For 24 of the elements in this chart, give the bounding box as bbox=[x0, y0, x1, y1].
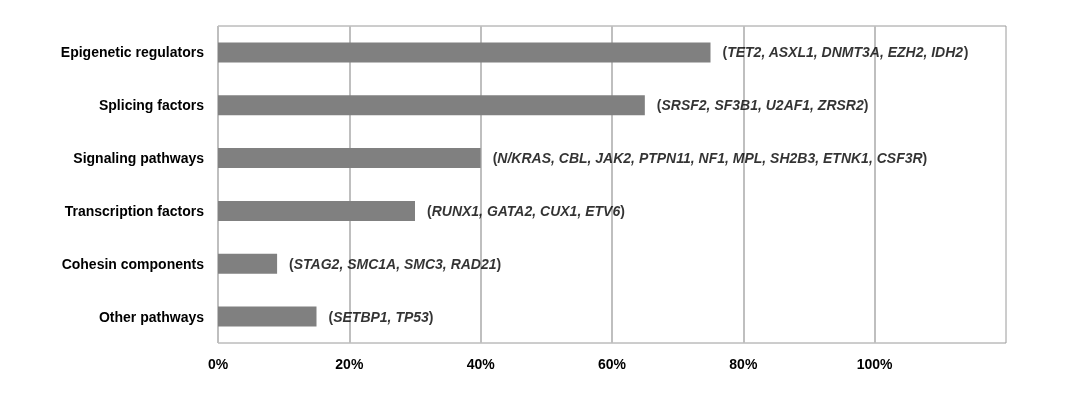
x-tick-label: 60% bbox=[597, 356, 627, 372]
annotation: (SETBP1, TP53) bbox=[328, 308, 434, 325]
bar bbox=[218, 306, 317, 327]
x-tick-label: 80% bbox=[729, 356, 758, 372]
x-tick-label: 100% bbox=[856, 356, 894, 372]
y-tick-label: Other pathways bbox=[98, 308, 205, 325]
bar bbox=[218, 42, 711, 63]
x-tick-label: 20% bbox=[335, 356, 364, 372]
y-tick-label: Signaling pathways bbox=[73, 150, 205, 167]
annotation: (N/KRAS, CBL, JAK2, PTPN11, NF1, MPL, SH2B3, ETNK1, CSF3R) bbox=[492, 150, 928, 167]
bar bbox=[218, 200, 415, 221]
y-tick-label: Transcription factors bbox=[64, 202, 205, 219]
bar bbox=[218, 148, 481, 169]
bar bbox=[218, 253, 278, 274]
y-tick-label: Epigenetic regulators bbox=[60, 44, 205, 61]
annotation: (SRSF2, SF3B1, U2AF1, ZRSR2) bbox=[656, 97, 869, 114]
annotation: (RUNX1, GATA2, CUX1, ETV6) bbox=[427, 202, 625, 219]
x-tick-label: 0% bbox=[207, 356, 229, 372]
annotation: (TET2, ASXL1, DNMT3A, EZH2, IDH2) bbox=[722, 44, 969, 61]
x-tick-label: 40% bbox=[466, 356, 496, 372]
y-tick-label: Splicing factors bbox=[98, 97, 205, 114]
annotation: (STAG2, SMC1A, SMC3, RAD21) bbox=[289, 255, 502, 272]
y-tick-label: Cohesin components bbox=[61, 255, 205, 272]
bar bbox=[218, 95, 645, 116]
